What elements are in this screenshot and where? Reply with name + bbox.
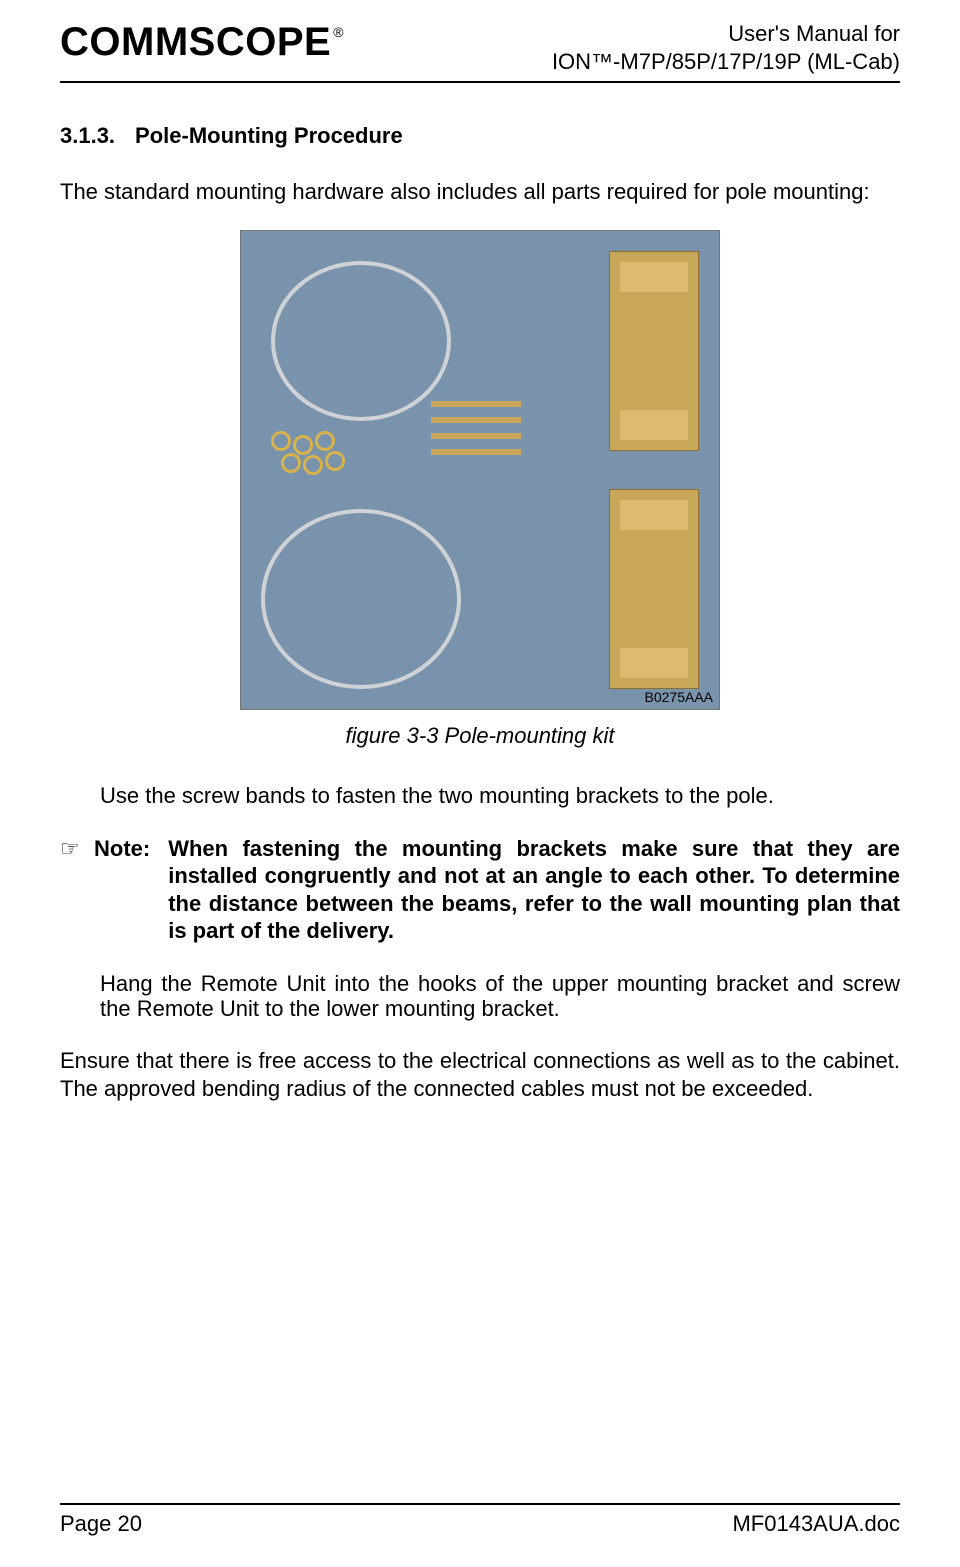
step-2-text: Hang the Remote Unit into the hooks of t… bbox=[100, 971, 900, 1022]
section-heading: 3.1.3. Pole-Mounting Procedure bbox=[60, 123, 900, 149]
note-block: ☞ Note: When fastening the mounting brac… bbox=[60, 835, 900, 945]
section-title: Pole-Mounting Procedure bbox=[135, 123, 403, 149]
section-number: 3.1.3. bbox=[60, 123, 115, 149]
brand-logo: COMMSCOPE ® bbox=[60, 20, 344, 65]
footer-doc-id: MF0143AUA.doc bbox=[732, 1511, 900, 1537]
note-label: Note: bbox=[94, 835, 168, 945]
mounting-bracket-icon bbox=[609, 489, 699, 689]
registered-mark-icon: ® bbox=[331, 20, 344, 40]
page-header: COMMSCOPE ® User's Manual for ION™-M7P/8… bbox=[60, 20, 900, 83]
closing-paragraph: Ensure that there is free access to the … bbox=[60, 1047, 900, 1102]
brand-logo-text: COMMSCOPE bbox=[60, 20, 331, 65]
figure-caption: figure 3-3 Pole-mounting kit bbox=[60, 723, 900, 749]
screws-icon bbox=[401, 391, 541, 531]
footer-page-number: Page 20 bbox=[60, 1511, 142, 1537]
note-body: When fastening the mounting brackets mak… bbox=[168, 835, 900, 945]
page-footer: Page 20 MF0143AUA.doc bbox=[60, 1503, 900, 1537]
screw-band-icon bbox=[261, 509, 461, 689]
figure-container: B0275AAA figure 3-3 Pole-mounting kit bbox=[60, 230, 900, 749]
step-1-text: Use the screw bands to fasten the two mo… bbox=[100, 783, 900, 808]
pointing-hand-icon: ☞ bbox=[60, 835, 94, 945]
header-line-2: ION™-M7P/85P/17P/19P (ML-Cab) bbox=[552, 48, 900, 76]
intro-paragraph: The standard mounting hardware also incl… bbox=[60, 179, 900, 204]
figure-image: B0275AAA bbox=[240, 230, 720, 710]
washers-icon bbox=[271, 431, 381, 511]
page: COMMSCOPE ® User's Manual for ION™-M7P/8… bbox=[0, 0, 960, 1567]
header-doc-title: User's Manual for ION™-M7P/85P/17P/19P (… bbox=[552, 20, 900, 75]
header-line-1: User's Manual for bbox=[552, 20, 900, 48]
mounting-bracket-icon bbox=[609, 251, 699, 451]
figure-image-tag: B0275AAA bbox=[645, 689, 714, 705]
